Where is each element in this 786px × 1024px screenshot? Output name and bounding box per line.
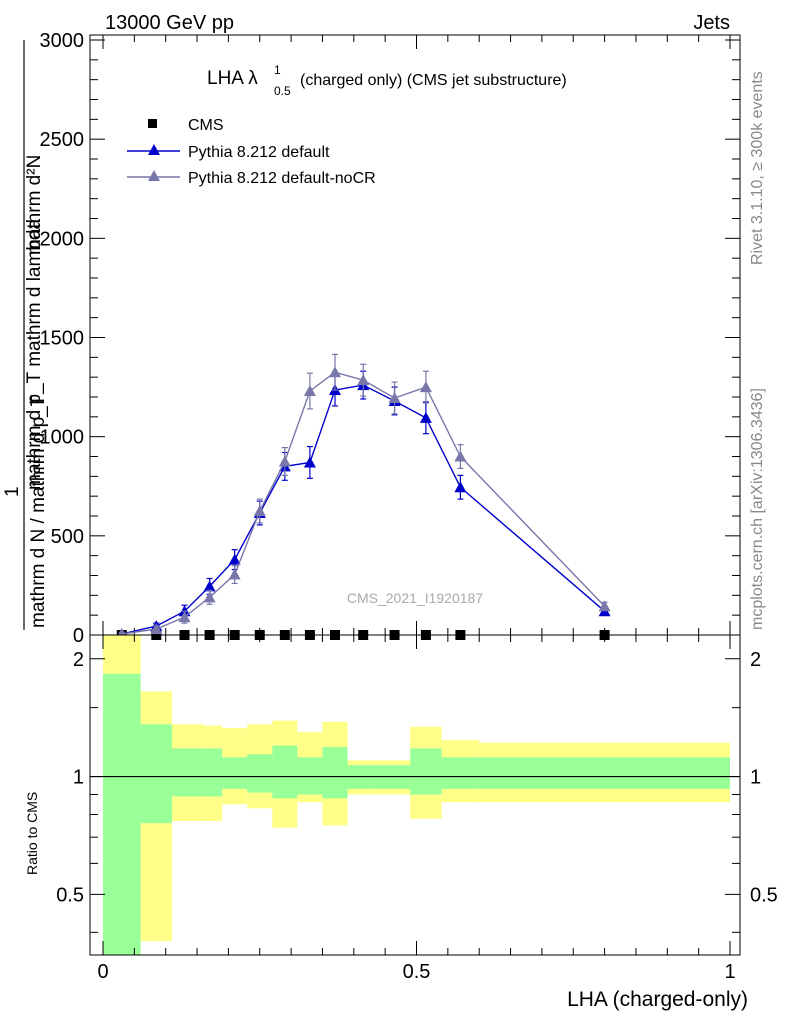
stat-uncertainty-band xyxy=(140,724,172,824)
data-point-triangle xyxy=(303,456,316,468)
main-ticks xyxy=(90,35,740,636)
ratio-frame xyxy=(89,634,741,956)
ylabel-fraction-bottom: mathrm d p_T mathrm d lambda xyxy=(24,219,45,490)
ylabel-numerator: 1 xyxy=(2,486,23,497)
series-line xyxy=(121,371,606,635)
y-tick-label: 3000 xyxy=(40,30,85,52)
ratio-y-tick-label-right: 1 xyxy=(750,767,761,789)
y-tick-label: 2500 xyxy=(40,129,85,151)
data-point-triangle xyxy=(357,374,370,386)
series-line xyxy=(121,384,606,635)
y-tick-label: 1000 xyxy=(40,427,85,449)
stat-uncertainty-band xyxy=(441,757,480,789)
y-tick-label: 1500 xyxy=(40,328,85,350)
ratio-y-tick-labels: 0.5 0.5 1 1 2 2 xyxy=(56,649,778,907)
ratio-bands xyxy=(103,635,730,955)
stat-uncertainty-band xyxy=(479,757,730,789)
legend-marker-square xyxy=(148,119,157,128)
data-point-triangle xyxy=(178,611,191,623)
data-point-triangle xyxy=(419,411,432,423)
y-tick-label: 500 xyxy=(51,526,84,548)
legend: CMS Pythia 8.212 default Pythia 8.212 de… xyxy=(127,117,376,187)
ylabel-fraction-top: mathrm d²N xyxy=(24,155,45,255)
watermark: CMS_2021_I1920187 xyxy=(347,590,483,606)
title-sup: 1 xyxy=(274,63,281,77)
ratio-ylabel: Ratio to CMS xyxy=(24,792,40,875)
legend-item-pythia-nocr: Pythia 8.212 default-noCR xyxy=(127,170,376,187)
legend-item-pythia-default: Pythia 8.212 default xyxy=(127,144,330,161)
ratio-x-tick-labels: 0 0.5 1 xyxy=(97,961,735,983)
rivet-label: Rivet 3.1.10, ≥ 300k events xyxy=(749,71,766,265)
stat-uncertainty-band xyxy=(103,673,141,955)
ratio-y-tick-label: 1 xyxy=(73,767,84,789)
data-point-triangle xyxy=(419,381,432,393)
data-point-triangle xyxy=(150,623,163,635)
y-tick-label: 2000 xyxy=(40,228,85,250)
data-point-triangle xyxy=(388,391,401,403)
legend-item-cms: CMS xyxy=(148,117,224,134)
legend-marker-triangle xyxy=(148,144,160,155)
data-point-triangle xyxy=(278,455,291,467)
data-point-triangle xyxy=(454,450,467,462)
data-point-triangle xyxy=(228,568,241,580)
title-sub: 0.5 xyxy=(274,84,291,98)
data-point-triangle xyxy=(203,580,216,592)
main-panel: 0 500 1000 1500 2000 2500 3000 CMS_2021_I19201… xyxy=(40,30,741,647)
legend-label-pythia-default: Pythia 8.212 default xyxy=(188,144,330,161)
title-rest: (charged only) (CMS jet substructure) xyxy=(300,72,567,89)
title-main: LHA λ xyxy=(207,68,258,89)
ratio-y-tick-label-right: 2 xyxy=(750,649,761,671)
data-point-triangle xyxy=(228,553,241,565)
x-axis-label: LHA (charged-only) xyxy=(567,988,748,1011)
stat-uncertainty-band xyxy=(222,757,248,789)
stat-uncertainty-band xyxy=(297,757,323,795)
data-point-triangle xyxy=(203,591,216,603)
mcplots-label: mcplots.cern.ch [arXiv:1306.3436] xyxy=(749,388,766,630)
main-y-tick-labels: 0 500 1000 1500 2000 2500 3000 xyxy=(40,30,85,647)
legend-label-pythia-nocr: Pythia 8.212 default-noCR xyxy=(188,170,376,187)
stat-uncertainty-band xyxy=(171,748,204,797)
category-label: Jets xyxy=(693,12,730,34)
x-tick-label: 1 xyxy=(724,961,735,983)
ratio-y-tick-label: 0.5 xyxy=(56,884,84,906)
ratio-panel: 0.5 0.51 12 2 0 0.5 1 Ratio to CMS xyxy=(24,634,778,983)
ratio-y-tick-label-right: 0.5 xyxy=(750,884,778,906)
legend-marker-triangle-nocr xyxy=(148,170,160,181)
ratio-ticks xyxy=(90,635,740,955)
stat-uncertainty-band xyxy=(247,754,273,793)
x-tick-label: 0 xyxy=(97,961,108,983)
main-ylabel: mathrm d²N mathrm d p_T mathrm d lambda … xyxy=(2,40,49,630)
stat-uncertainty-band xyxy=(203,748,223,797)
data-point-triangle xyxy=(454,481,467,493)
y-tick-label: 0 xyxy=(73,625,84,647)
stat-uncertainty-band xyxy=(272,745,298,799)
stat-uncertainty-band xyxy=(322,747,348,799)
stat-uncertainty-band xyxy=(410,748,442,795)
data-point-triangle xyxy=(253,505,266,517)
energy-label: 13000 GeV pp xyxy=(105,12,234,34)
data-point-triangle xyxy=(303,385,316,397)
legend-label-cms: CMS xyxy=(188,117,224,134)
ylabel-denominator: mathrm d N / mathrm d p_T xyxy=(28,394,49,628)
x-tick-label: 0.5 xyxy=(403,961,431,983)
data-point-triangle xyxy=(328,366,341,378)
series-2 xyxy=(115,353,611,640)
ratio-y-tick-label: 2 xyxy=(73,649,84,671)
data-point-triangle xyxy=(598,600,611,612)
plot-title: LHA λ 1 0.5 (charged only) (CMS jet subs… xyxy=(207,63,567,98)
